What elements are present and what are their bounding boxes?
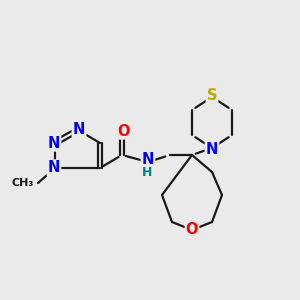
Text: O: O	[117, 124, 129, 139]
Text: N: N	[142, 152, 154, 166]
Text: N: N	[206, 142, 218, 157]
Text: N: N	[48, 136, 60, 151]
Text: S: S	[207, 88, 217, 104]
Text: CH₃: CH₃	[12, 178, 34, 188]
Text: H: H	[142, 166, 152, 178]
Text: N: N	[48, 160, 60, 175]
Text: N: N	[73, 122, 85, 136]
Text: O: O	[186, 223, 198, 238]
